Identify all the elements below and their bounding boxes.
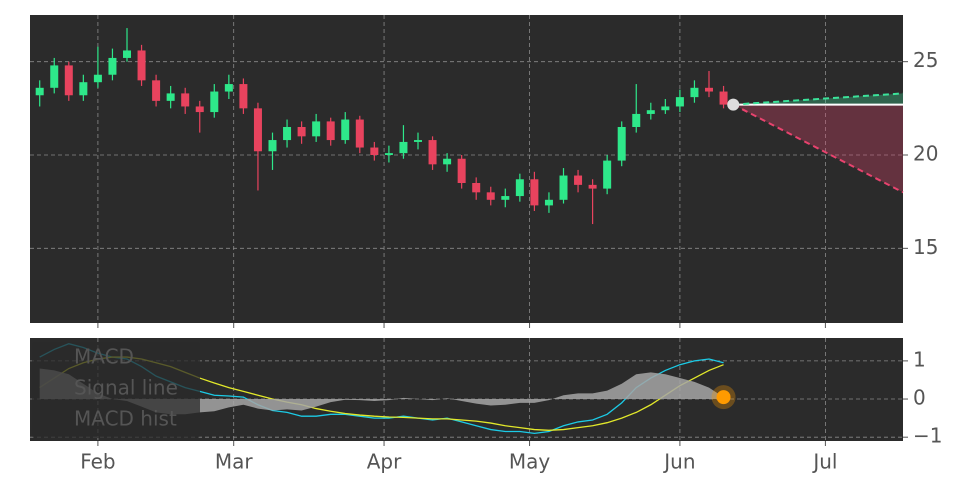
candle-body bbox=[210, 91, 219, 113]
candle-body bbox=[486, 192, 495, 200]
candle-body bbox=[283, 127, 292, 141]
candle-body bbox=[268, 140, 277, 152]
candle-body bbox=[559, 175, 568, 200]
candle-body bbox=[137, 50, 146, 81]
x-tick-label: Feb bbox=[80, 450, 115, 474]
y-tick-label: 15 bbox=[913, 235, 938, 259]
y-tick-label: 1 bbox=[913, 347, 926, 371]
candle-body bbox=[384, 153, 393, 155]
y-tick-label: 0 bbox=[913, 386, 926, 410]
candle-body bbox=[253, 108, 262, 152]
candle-body bbox=[64, 65, 73, 96]
candle-body bbox=[704, 87, 714, 92]
candle-body bbox=[588, 184, 597, 189]
candle-body bbox=[501, 196, 510, 200]
forecast-marker bbox=[727, 98, 740, 111]
candle-body bbox=[326, 121, 335, 141]
y-tick-label: 20 bbox=[913, 142, 938, 166]
candle-body bbox=[617, 127, 626, 161]
forecast-upper-line bbox=[733, 92, 904, 106]
candle-body bbox=[108, 57, 117, 75]
candle-body bbox=[195, 106, 204, 113]
x-tick-label: Jun bbox=[662, 450, 695, 474]
candle-body bbox=[530, 179, 539, 206]
candle-body bbox=[297, 127, 306, 137]
candle-body bbox=[181, 93, 190, 107]
candle-body bbox=[690, 87, 699, 98]
candle-body bbox=[152, 80, 161, 101]
candle-body bbox=[399, 141, 408, 154]
candle-body bbox=[443, 158, 452, 165]
forecast-lower-line bbox=[732, 103, 904, 194]
candle-body bbox=[675, 97, 684, 107]
hist-marker bbox=[716, 390, 731, 405]
legend-box bbox=[32, 342, 200, 438]
candle-body bbox=[603, 160, 612, 189]
candle-body bbox=[79, 82, 88, 96]
candle-body bbox=[312, 121, 321, 137]
candle-body bbox=[661, 106, 670, 111]
candle-body bbox=[239, 84, 248, 109]
x-tick-label: May bbox=[509, 450, 551, 474]
candle-body bbox=[515, 179, 524, 197]
price-panel bbox=[30, 15, 903, 323]
candle-body bbox=[370, 147, 379, 155]
hist-area bbox=[39, 368, 724, 415]
candle-body bbox=[472, 183, 481, 193]
legend-label: MACD hist bbox=[74, 407, 177, 431]
candle-body bbox=[341, 119, 350, 141]
y-tick-label: 25 bbox=[913, 48, 938, 72]
candle-body bbox=[719, 91, 728, 105]
candle-body bbox=[35, 87, 44, 96]
candle-body bbox=[646, 110, 655, 114]
x-tick-label: Jul bbox=[811, 450, 837, 474]
candle-body bbox=[457, 158, 466, 183]
candle-body bbox=[93, 74, 102, 83]
candle-body bbox=[428, 140, 437, 165]
y-tick-label: −1 bbox=[913, 424, 942, 448]
candle-body bbox=[413, 140, 423, 142]
legend-label: Signal line bbox=[74, 376, 178, 400]
legend: MACD Signal line MACD hist bbox=[32, 342, 200, 438]
candle-body bbox=[355, 119, 364, 148]
candle-body bbox=[574, 175, 583, 185]
x-tick-label: Apr bbox=[367, 450, 402, 474]
candle-body bbox=[166, 93, 175, 101]
legend-label: MACD bbox=[74, 345, 134, 369]
candle-body bbox=[224, 84, 233, 92]
candle-body bbox=[632, 113, 641, 127]
candle-body bbox=[544, 199, 553, 206]
candle-body bbox=[122, 50, 132, 58]
x-tick-label: Mar bbox=[215, 450, 254, 474]
candle-body bbox=[50, 65, 59, 88]
